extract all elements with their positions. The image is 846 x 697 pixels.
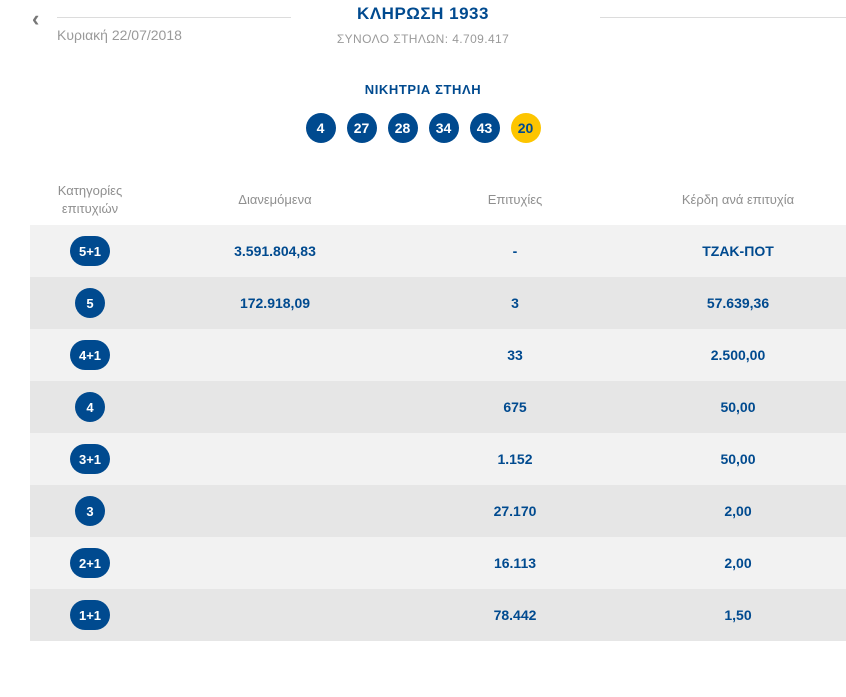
- table-row: 5+1 3.591.804,83 - ΤΖΑΚ-ΠΟΤ: [30, 225, 846, 277]
- winning-number-ball: 34: [428, 113, 459, 143]
- table-row: 3 27.170 2,00: [30, 485, 846, 537]
- draw-date: Κυριακή 22/07/2018: [57, 27, 182, 43]
- wins-value: 27.170: [493, 503, 537, 519]
- wins-value: 33: [507, 347, 523, 363]
- category-badge: 5: [75, 288, 105, 318]
- prize-value: 50,00: [720, 451, 756, 467]
- winning-number-ball: 27: [346, 113, 377, 143]
- table-row: 2+1 16.113 2,00: [30, 537, 846, 589]
- divider-right: [600, 17, 846, 18]
- table-row: 5 172.918,09 3 57.639,36: [30, 277, 846, 329]
- results-table: Κατηγορίες επιτυχιών Διανεμόμενα Επιτυχί…: [30, 175, 846, 641]
- joker-number-ball: 20: [510, 113, 541, 143]
- category-badge: 3: [75, 496, 105, 526]
- table-row: 4 675 50,00: [30, 381, 846, 433]
- wins-value: 78.442: [493, 607, 537, 623]
- header-wins: Επιτυχίες: [487, 192, 543, 208]
- prize-value: 57.639,36: [706, 295, 770, 311]
- header-distributed: Διανεμόμενα: [238, 192, 312, 208]
- category-badge: 4: [75, 392, 105, 422]
- table-header-row: Κατηγορίες επιτυχιών Διανεμόμενα Επιτυχί…: [30, 175, 846, 225]
- winning-number-ball: 43: [469, 113, 500, 143]
- winning-column-heading: ΝΙΚΗΤΡΙΑ ΣΤΗΛΗ: [364, 82, 482, 97]
- draw-header: ‹ ΚΛΗΡΩΣΗ 1933 ΣΥΝΟΛΟ ΣΤΗΛΩΝ: 4.709.417 …: [0, 0, 846, 52]
- prize-value: 2.500,00: [710, 347, 766, 363]
- table-row: 1+1 78.442 1,50: [30, 589, 846, 641]
- category-badge: 1+1: [69, 600, 111, 630]
- draw-title-block: ΚΛΗΡΩΣΗ 1933 ΣΥΝΟΛΟ ΣΤΗΛΩΝ: 4.709.417: [337, 4, 509, 46]
- total-columns-label: ΣΥΝΟΛΟ ΣΤΗΛΩΝ: 4.709.417: [336, 32, 510, 46]
- winning-numbers: 4 27 28 34 43 20: [0, 113, 846, 143]
- prize-value: 50,00: [720, 399, 756, 415]
- table-row: 4+1 33 2.500,00: [30, 329, 846, 381]
- category-badge: 2+1: [69, 548, 111, 578]
- header-categories: Κατηγορίες επιτυχιών: [57, 183, 123, 216]
- wins-value: 3: [511, 295, 519, 311]
- category-badge: 4+1: [69, 340, 111, 370]
- prize-value: 1,50: [724, 607, 752, 623]
- header-prize: Κέρδη ανά επιτυχία: [681, 192, 795, 208]
- back-chevron-icon[interactable]: ‹: [32, 6, 40, 31]
- winning-column-section: ΝΙΚΗΤΡΙΑ ΣΤΗΛΗ 4 27 28 34 43 20: [0, 82, 846, 143]
- winning-number-ball: 28: [387, 113, 418, 143]
- joker-draw-results-page: ‹ ΚΛΗΡΩΣΗ 1933 ΣΥΝΟΛΟ ΣΤΗΛΩΝ: 4.709.417 …: [0, 0, 846, 641]
- distributed-value: 3.591.804,83: [234, 243, 316, 259]
- prize-value: 2,00: [724, 503, 752, 519]
- wins-value: 675: [503, 399, 527, 415]
- prize-value: ΤΖΑΚ-ΠΟΤ: [702, 243, 774, 259]
- wins-value: 1.152: [497, 451, 533, 467]
- divider-left: [57, 17, 291, 18]
- distributed-value: 172.918,09: [239, 295, 311, 311]
- category-badge: 5+1: [69, 236, 111, 266]
- prize-value: 2,00: [724, 555, 752, 571]
- category-badge: 3+1: [69, 444, 111, 474]
- wins-value: 16.113: [493, 555, 537, 571]
- draw-title: ΚΛΗΡΩΣΗ 1933: [357, 4, 489, 23]
- table-row: 3+1 1.152 50,00: [30, 433, 846, 485]
- winning-number-ball: 4: [305, 113, 336, 143]
- wins-value: -: [512, 243, 518, 259]
